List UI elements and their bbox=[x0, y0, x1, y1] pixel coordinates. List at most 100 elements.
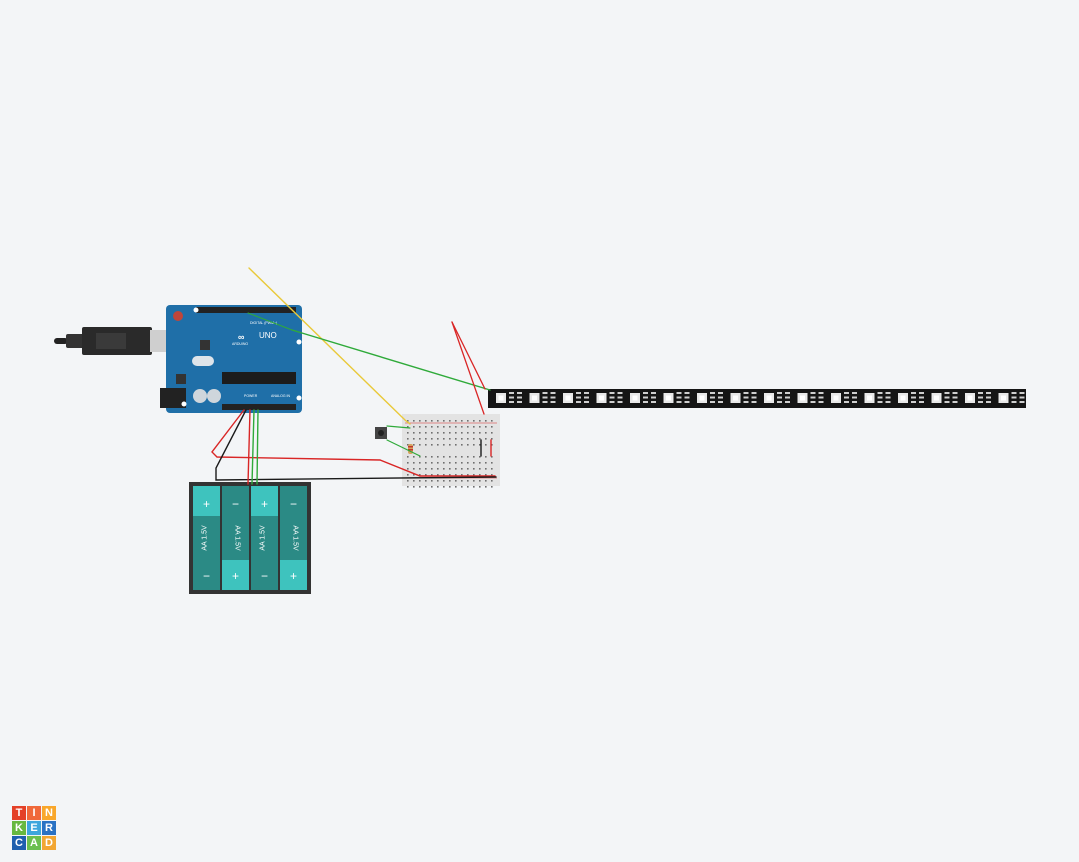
breadboard-hole[interactable] bbox=[419, 420, 421, 422]
breadboard-hole[interactable] bbox=[413, 486, 415, 488]
wire-green-data[interactable] bbox=[291, 329, 491, 391]
led-pixel[interactable] bbox=[898, 392, 924, 403]
breadboard-hole[interactable] bbox=[461, 486, 463, 488]
breadboard-hole[interactable] bbox=[467, 468, 469, 470]
breadboard-hole[interactable] bbox=[425, 480, 427, 482]
breadboard-hole[interactable] bbox=[413, 444, 415, 446]
wire-black-ground[interactable] bbox=[215, 409, 497, 481]
breadboard-hole[interactable] bbox=[407, 468, 409, 470]
breadboard-hole[interactable] bbox=[419, 426, 421, 428]
breadboard-hole[interactable] bbox=[467, 486, 469, 488]
wire-red-strip-1[interactable] bbox=[451, 321, 486, 390]
breadboard-hole[interactable] bbox=[491, 426, 493, 428]
breadboard-hole[interactable] bbox=[449, 432, 451, 434]
breadboard-hole[interactable] bbox=[407, 420, 409, 422]
breadboard-hole[interactable] bbox=[473, 444, 475, 446]
breadboard-hole[interactable] bbox=[467, 444, 469, 446]
breadboard-hole[interactable] bbox=[491, 444, 493, 446]
breadboard-hole[interactable] bbox=[431, 462, 433, 464]
breadboard-hole[interactable] bbox=[461, 456, 463, 458]
breadboard-hole[interactable] bbox=[437, 426, 439, 428]
breadboard-hole[interactable] bbox=[443, 474, 445, 476]
breadboard-hole[interactable] bbox=[413, 420, 415, 422]
breadboard-hole[interactable] bbox=[431, 420, 433, 422]
neopixel-led-strip[interactable] bbox=[488, 389, 1026, 408]
breadboard-hole[interactable] bbox=[425, 432, 427, 434]
breadboard-hole[interactable] bbox=[467, 462, 469, 464]
breadboard-hole[interactable] bbox=[443, 438, 445, 440]
breadboard-hole[interactable] bbox=[443, 420, 445, 422]
led-pixel[interactable] bbox=[496, 392, 522, 403]
led-pixel[interactable] bbox=[797, 392, 824, 403]
breadboard-hole[interactable] bbox=[467, 474, 469, 476]
breadboard-hole[interactable] bbox=[491, 474, 493, 476]
breadboard-hole[interactable] bbox=[431, 432, 433, 434]
led-pixel[interactable] bbox=[663, 392, 690, 403]
breadboard-hole[interactable] bbox=[407, 486, 409, 488]
power-analog-header[interactable] bbox=[222, 404, 296, 410]
breadboard-hole[interactable] bbox=[437, 420, 439, 422]
breadboard-hole[interactable] bbox=[449, 444, 451, 446]
breadboard-hole[interactable] bbox=[443, 486, 445, 488]
breadboard-hole[interactable] bbox=[437, 480, 439, 482]
wire-yellow[interactable] bbox=[248, 267, 411, 425]
wire-green-ard-top[interactable] bbox=[247, 312, 293, 331]
breadboard-hole[interactable] bbox=[455, 486, 457, 488]
breadboard-hole[interactable] bbox=[407, 480, 409, 482]
breadboard-hole[interactable] bbox=[479, 480, 481, 482]
breadboard-hole[interactable] bbox=[485, 444, 487, 446]
led-pixel[interactable] bbox=[764, 392, 790, 403]
led-pixel[interactable] bbox=[563, 392, 589, 403]
wire-green-battery-2[interactable] bbox=[256, 409, 259, 485]
breadboard-hole[interactable] bbox=[485, 468, 487, 470]
breadboard-hole[interactable] bbox=[485, 480, 487, 482]
breadboard-hole[interactable] bbox=[485, 426, 487, 428]
digital-header[interactable] bbox=[196, 307, 296, 313]
breadboard-hole[interactable] bbox=[479, 474, 481, 476]
breadboard-hole[interactable] bbox=[455, 420, 457, 422]
breadboard-hole[interactable] bbox=[419, 474, 421, 476]
arduino-uno-board[interactable]: ∞ UNO ARDUINO DIGITAL (PWM~) POWER ANALO… bbox=[160, 305, 302, 413]
wire-green-button-2[interactable] bbox=[386, 439, 421, 457]
breadboard-hole[interactable] bbox=[443, 444, 445, 446]
breadboard-hole[interactable] bbox=[467, 438, 469, 440]
breadboard-hole[interactable] bbox=[449, 426, 451, 428]
breadboard-hole[interactable] bbox=[425, 420, 427, 422]
breadboard-hole[interactable] bbox=[485, 432, 487, 434]
breadboard-hole[interactable] bbox=[461, 438, 463, 440]
breadboard-hole[interactable] bbox=[419, 462, 421, 464]
breadboard-hole[interactable] bbox=[461, 432, 463, 434]
breadboard-hole[interactable] bbox=[431, 438, 433, 440]
breadboard-hole[interactable] bbox=[479, 420, 481, 422]
breadboard-hole[interactable] bbox=[455, 426, 457, 428]
breadboard-hole[interactable] bbox=[425, 456, 427, 458]
led-pixel[interactable] bbox=[697, 392, 723, 403]
breadboard-hole[interactable] bbox=[455, 456, 457, 458]
breadboard-hole[interactable] bbox=[431, 474, 433, 476]
breadboard-hole[interactable] bbox=[419, 438, 421, 440]
breadboard-hole[interactable] bbox=[431, 486, 433, 488]
breadboard-hole[interactable] bbox=[413, 474, 415, 476]
breadboard-hole[interactable] bbox=[419, 444, 421, 446]
breadboard-hole[interactable] bbox=[455, 438, 457, 440]
breadboard-hole[interactable] bbox=[467, 456, 469, 458]
breadboard-hole[interactable] bbox=[479, 444, 481, 446]
breadboard-hole[interactable] bbox=[491, 438, 493, 440]
breadboard-hole[interactable] bbox=[473, 468, 475, 470]
breadboard-hole[interactable] bbox=[413, 468, 415, 470]
breadboard-hole[interactable] bbox=[449, 468, 451, 470]
breadboard-hole[interactable] bbox=[461, 480, 463, 482]
breadboard-hole[interactable] bbox=[419, 486, 421, 488]
breadboard-hole[interactable] bbox=[443, 426, 445, 428]
breadboard-hole[interactable] bbox=[449, 462, 451, 464]
led-pixel[interactable] bbox=[596, 392, 623, 403]
breadboard-hole[interactable] bbox=[491, 462, 493, 464]
breadboard-hole[interactable] bbox=[491, 456, 493, 458]
breadboard-hole[interactable] bbox=[449, 420, 451, 422]
breadboard-hole[interactable] bbox=[425, 438, 427, 440]
breadboard-hole[interactable] bbox=[455, 432, 457, 434]
breadboard-hole[interactable] bbox=[437, 432, 439, 434]
led-pixel[interactable] bbox=[998, 392, 1025, 403]
breadboard-hole[interactable] bbox=[407, 426, 409, 428]
